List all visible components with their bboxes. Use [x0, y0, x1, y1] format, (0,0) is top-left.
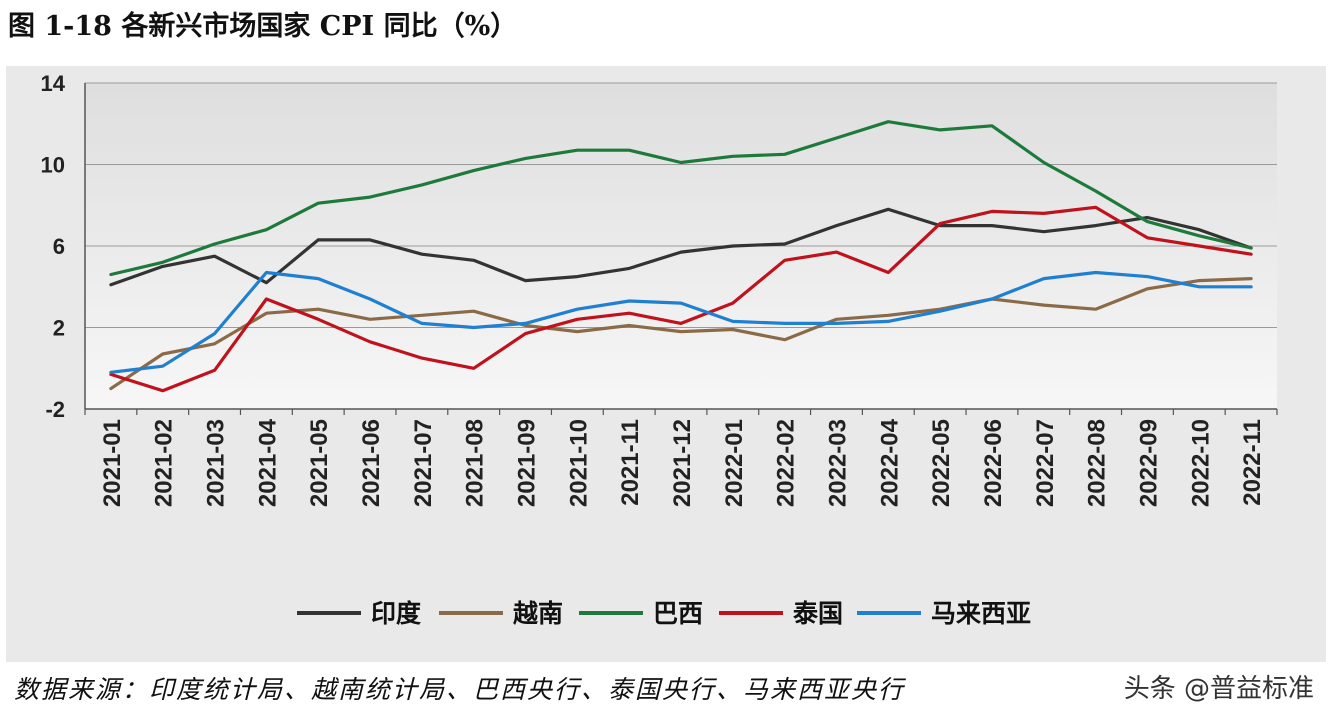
x-tick-label: 2022-02	[773, 419, 800, 507]
x-tick-label: 2021-04	[254, 418, 281, 507]
legend-label-1: 越南	[513, 599, 563, 628]
footer: 数据来源：印度统计局、越南统计局、巴西央行、泰国央行、马来西亚央行 头条 @普益…	[0, 664, 1334, 726]
line-chart: -2 2 6 10 14 2021-01 2021-02 2021-03 2021-04 2021…	[41, 71, 1278, 628]
x-tick-label: 2021-10	[565, 419, 592, 507]
x-tick-label: 2022-01	[721, 419, 748, 507]
x-tick-label: 2021-01	[99, 419, 126, 507]
x-tick-label: 2022-11	[1239, 419, 1266, 506]
legend-label-2: 巴西	[653, 599, 703, 628]
x-tick-label: 2022-08	[1084, 419, 1111, 507]
x-tick-label: 2021-03	[203, 419, 230, 507]
legend-label-0: 印度	[371, 599, 421, 628]
series-line-3	[109, 205, 1253, 393]
series-line-0	[109, 207, 1253, 287]
x-tick-label: 2022-10	[1187, 419, 1214, 507]
chart-panel: -2 2 6 10 14 2021-01 2021-02 2021-03 2021-04 2021…	[6, 66, 1326, 662]
x-tick-label: 2021-02	[151, 419, 178, 507]
x-tick-label: 2022-04	[876, 418, 903, 507]
data-source-note: 数据来源：印度统计局、越南统计局、巴西央行、泰国央行、马来西亚央行	[14, 675, 906, 704]
x-tick-label: 2021-05	[306, 419, 333, 507]
series-line-1	[109, 277, 1253, 391]
x-tick-label: 2022-05	[928, 419, 955, 507]
x-tick-label: 2022-03	[824, 419, 851, 507]
x-tick-label: 2021-09	[514, 419, 541, 507]
x-tick-label: 2021-06	[358, 419, 385, 507]
legend-label-3: 泰国	[793, 599, 843, 628]
x-tick-label: 2021-11	[617, 419, 644, 506]
x-tick-label: 2022-07	[1032, 419, 1059, 507]
x-tick-label: 2021-08	[462, 419, 489, 507]
y-tick-label: 10	[41, 153, 65, 178]
chart-title: 图 1-18 各新兴市场国家 CPI 同比（%）	[8, 11, 518, 42]
x-tick-label: 2021-12	[669, 419, 696, 507]
series-line-2	[109, 120, 1253, 277]
watermark: 头条 @普益标准	[1123, 668, 1314, 705]
legend-label-4: 马来西亚	[931, 599, 1031, 628]
series-line-4	[109, 270, 1253, 374]
y-tick-label: 6	[53, 234, 65, 259]
x-tick-label: 2021-07	[410, 419, 437, 507]
y-tick-label: 14	[41, 71, 66, 96]
x-tick-label: 2022-09	[1135, 419, 1162, 507]
x-tick-label: 2022-06	[980, 419, 1007, 507]
y-tick-label: 2	[53, 316, 65, 341]
y-tick-label: -2	[45, 397, 65, 422]
